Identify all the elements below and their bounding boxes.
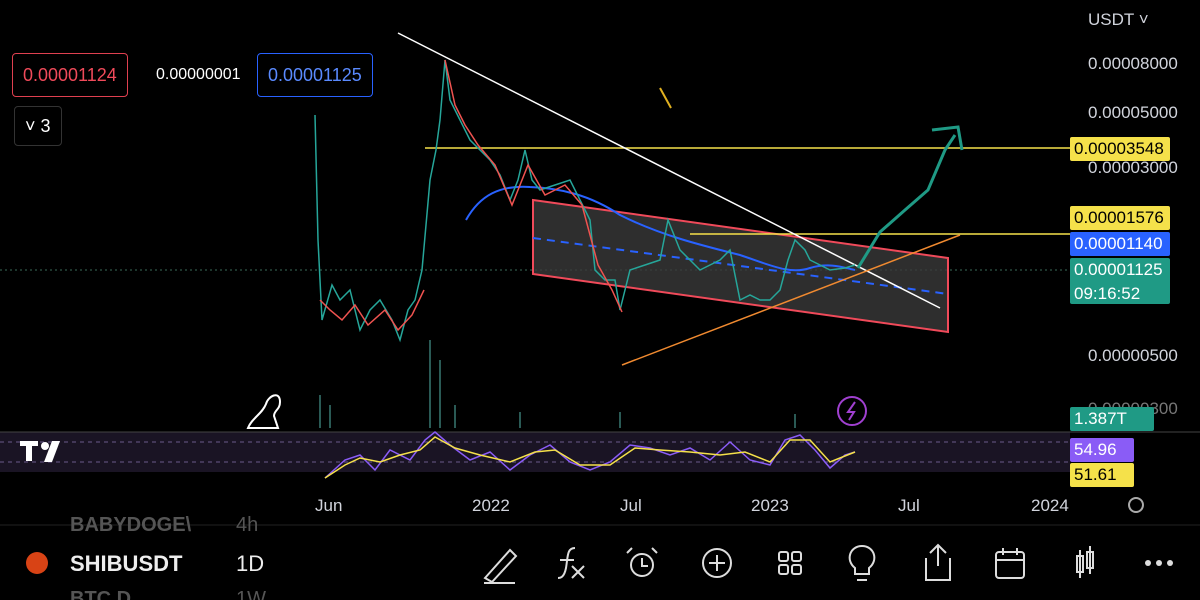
price-label: 0.00005000 xyxy=(1088,103,1178,122)
ma-badge: 0.00001140 xyxy=(1070,232,1170,256)
volume-badge: 1.387T xyxy=(1070,407,1154,431)
watchlist-symbol[interactable]: BABYDOGE\ xyxy=(70,514,192,536)
time-label: 2022 xyxy=(472,496,510,515)
price-label: 0.00008000 xyxy=(1088,54,1178,73)
price-label: 0.00003000 xyxy=(1088,158,1178,177)
time-label: Jul xyxy=(620,496,642,515)
support-badge: 0.00001576 xyxy=(1070,206,1170,230)
watchlist-interval: 4h xyxy=(236,514,259,536)
time-label: Jul xyxy=(898,496,920,515)
price-label: 0.00000500 xyxy=(1088,346,1178,365)
resistance-badge: 0.00003548 xyxy=(1070,137,1170,161)
active-interval[interactable]: 1D xyxy=(236,551,265,576)
sell-button[interactable]: 0.00001124 xyxy=(12,53,128,97)
indicators-toggle[interactable]: ˅ 3 xyxy=(14,106,62,146)
buy-button[interactable]: 0.00001125 xyxy=(257,53,373,97)
watchlist-symbol[interactable]: BTC.D xyxy=(70,588,132,600)
last-price-badge: 0.00001125 09:16:52 xyxy=(1070,258,1170,304)
rsi-ma-badge: 51.61 xyxy=(1070,463,1134,487)
active-symbol[interactable]: SHIBUSDT xyxy=(70,551,183,576)
quote-currency[interactable]: USDT ˅ xyxy=(1088,10,1149,29)
watchlist-interval: 1W xyxy=(236,588,266,600)
countdown: 09:16:52 xyxy=(1074,284,1141,303)
spread: 0.00000001 xyxy=(156,66,241,83)
last-price: 0.00001125 xyxy=(1074,260,1163,279)
time-label: Jun xyxy=(315,496,343,515)
time-label: 2023 xyxy=(751,496,789,515)
rsi-badge: 54.96 xyxy=(1070,438,1134,462)
time-label: 2024 xyxy=(1031,496,1069,515)
